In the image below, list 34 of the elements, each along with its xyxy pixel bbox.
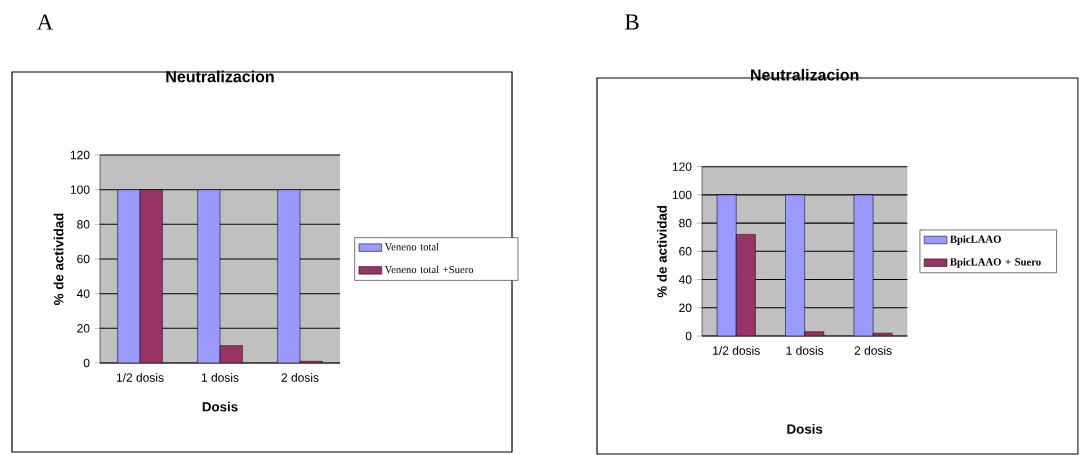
y-tick-label: 20 (77, 324, 90, 333)
y-tick-label: 20 (679, 303, 692, 313)
y-tick-label: 40 (678, 275, 692, 284)
legend-label: Veneno total (384, 242, 439, 251)
legend-label: BpicLAAO + Suero (950, 258, 1041, 268)
x-tick-label: 1 dosis (201, 373, 239, 382)
legend-label: BpicLAAO (950, 235, 1001, 245)
chart-title: Neutralizacion (751, 68, 859, 81)
x-tick-label: 2 dosis (854, 346, 892, 355)
y-tick-label: 100 (70, 185, 90, 194)
y-tick-label: 40 (76, 289, 90, 298)
y-tick-label: 60 (77, 254, 90, 264)
text: B (624, 14, 639, 30)
y-tick-label: 120 (70, 150, 90, 160)
y-tick-label: 80 (77, 220, 90, 229)
y-tick-label: 0 (83, 358, 90, 368)
bar (736, 234, 756, 336)
y-tick-label: 0 (685, 331, 692, 341)
x-axis-title: Dosis (202, 401, 238, 412)
y-tick-label: 80 (679, 218, 692, 228)
text: A (36, 14, 54, 30)
legend-label: Veneno total +Suero (384, 265, 474, 274)
y-tick-label: 120 (672, 162, 692, 171)
chart-title: Neutralizacion (166, 70, 274, 83)
x-tick-label: 1 dosis (786, 346, 824, 355)
x-tick-label: 1/2 dosis (116, 373, 164, 382)
x-axis-title: Dosis (787, 424, 823, 434)
bar (140, 189, 163, 363)
x-tick-label: 2 dosis (281, 373, 319, 382)
y-tick-label: 60 (679, 247, 692, 256)
y-axis-title: % de actividad (657, 205, 667, 298)
y-axis-title: % de actividad (53, 213, 64, 305)
y-tick-label: 100 (672, 190, 692, 200)
x-tick-label: 1/2 dosis (713, 346, 760, 355)
